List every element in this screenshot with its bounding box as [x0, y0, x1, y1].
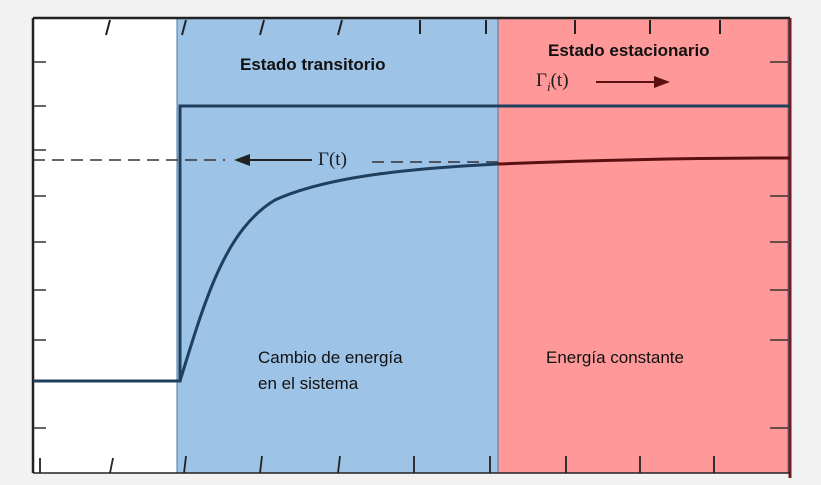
gamma-i-arrow-head-icon — [654, 76, 670, 88]
gamma-i-subscript: i — [546, 78, 551, 94]
top-tick — [105, 19, 111, 36]
gamma-i-base: Γ — [536, 70, 547, 91]
top-tick — [259, 19, 265, 36]
gamma-label: Γ(t) — [318, 149, 347, 170]
response-curve — [178, 162, 499, 382]
top-tick — [181, 19, 187, 36]
transient-description-line2: en el sistema — [258, 374, 359, 393]
steady-description: Energía constante — [546, 348, 684, 367]
bottom-tick — [109, 457, 114, 474]
top-ticks — [105, 19, 721, 36]
transient-region — [176, 17, 499, 474]
bottom-tick — [259, 455, 263, 474]
steady-response-curve — [497, 156, 791, 166]
transient-title: Estado transitorio — [240, 55, 386, 74]
bottom-tick — [337, 455, 341, 474]
left-ticks — [33, 61, 46, 429]
transient-description-line1: Cambio de energía — [258, 348, 403, 367]
gamma-arrow-head-icon — [234, 154, 250, 166]
step-input-line — [33, 104, 790, 383]
gamma-i-label: Γi(t) — [536, 70, 569, 95]
gamma-i-argument: (t) — [550, 70, 569, 91]
bottom-ticks — [39, 455, 715, 474]
right-ticks — [770, 61, 788, 429]
steady-region — [497, 17, 789, 474]
top-tick — [337, 19, 343, 36]
steady-title: Estado estacionario — [548, 41, 710, 60]
bottom-tick — [183, 455, 187, 474]
